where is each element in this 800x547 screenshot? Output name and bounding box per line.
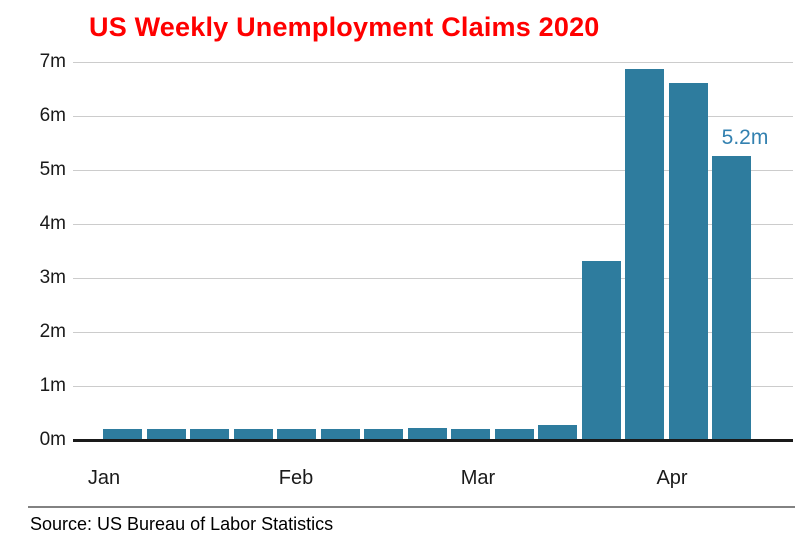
gridline-7m <box>73 62 793 63</box>
bar <box>669 83 708 440</box>
gridline-2m <box>73 332 793 333</box>
y-tick-label: 0m <box>39 429 66 450</box>
bar <box>712 156 751 440</box>
gridline-6m <box>73 116 793 117</box>
bar <box>408 428 447 440</box>
x-axis-line <box>73 439 793 442</box>
y-tick-label: 1m <box>39 375 66 396</box>
bar <box>277 429 316 440</box>
gridline-5m <box>73 170 793 171</box>
bar <box>364 429 403 440</box>
bar <box>451 429 490 440</box>
y-tick-label: 6m <box>39 105 66 126</box>
gridline-3m <box>73 278 793 279</box>
y-tick-label: 3m <box>39 267 66 288</box>
bar <box>582 261 621 440</box>
gridline-1m <box>73 386 793 387</box>
bar <box>234 429 273 440</box>
source-text: Source: US Bureau of Labor Statistics <box>30 514 334 534</box>
bar <box>538 425 577 440</box>
bar <box>190 429 229 440</box>
footer-divider <box>28 506 795 508</box>
gridline-4m <box>73 224 793 225</box>
bar-value-label: 5.2m <box>721 126 769 149</box>
bar <box>103 429 142 440</box>
x-tick-label: Jan <box>87 467 121 489</box>
y-tick-label: 2m <box>39 321 66 342</box>
y-tick-label: 7m <box>39 51 66 72</box>
y-tick-label: 4m <box>39 213 66 234</box>
chart-title: US Weekly Unemployment Claims 2020 <box>89 12 600 42</box>
x-tick-label: Mar <box>460 467 496 489</box>
y-tick-label: 5m <box>39 159 66 180</box>
bar <box>321 429 360 440</box>
bar <box>625 69 664 440</box>
bar <box>495 429 534 440</box>
x-tick-label: Feb <box>278 467 314 489</box>
bar <box>147 429 186 440</box>
x-tick-label: Apr <box>656 467 688 489</box>
